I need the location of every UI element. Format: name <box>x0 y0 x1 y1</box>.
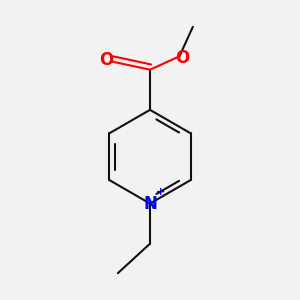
Text: +: + <box>155 187 165 197</box>
Text: O: O <box>175 49 189 67</box>
Text: O: O <box>99 51 113 69</box>
Text: N: N <box>143 194 157 212</box>
